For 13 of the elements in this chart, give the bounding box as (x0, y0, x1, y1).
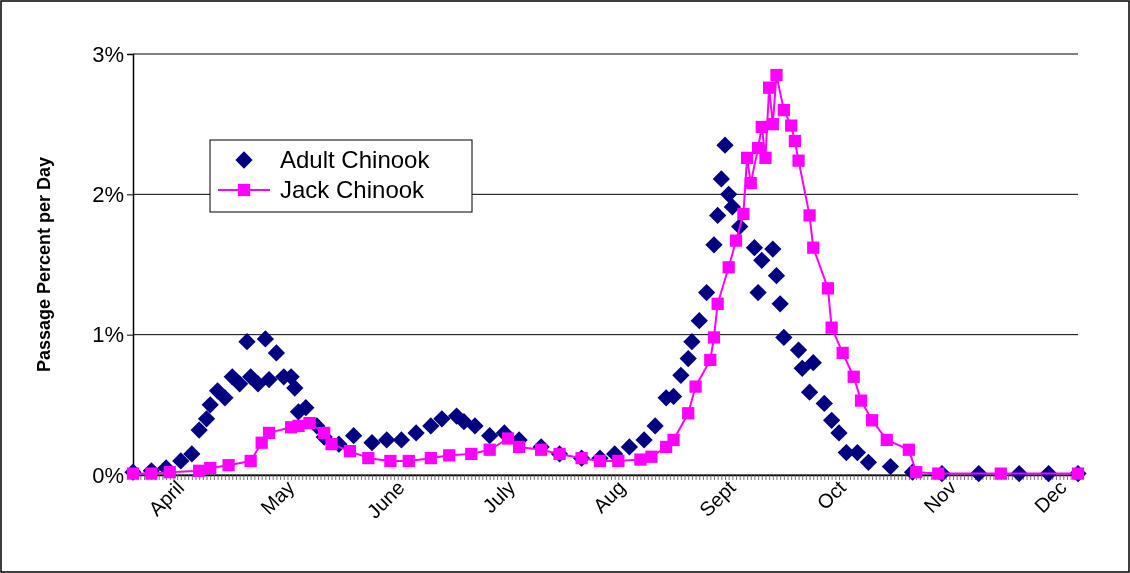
x-tick-label: May (256, 476, 299, 519)
legend-label: Jack Chinook (280, 176, 426, 203)
y-tick-label: 0% (92, 462, 124, 488)
y-tick-label: 3% (92, 41, 124, 67)
x-tick-label: July (478, 476, 520, 517)
y-tick-label: 1% (92, 322, 124, 348)
x-tick-label: Oct (812, 475, 851, 514)
y-tick-label: 2% (92, 181, 124, 207)
x-tick-label: Aug (588, 476, 630, 517)
x-tick-label: Nov (919, 476, 961, 517)
legend-label: Adult Chinook (280, 146, 431, 173)
y-axis-title: Passage Percent per Day (34, 156, 54, 373)
x-tick-label: Dec (1029, 476, 1071, 517)
